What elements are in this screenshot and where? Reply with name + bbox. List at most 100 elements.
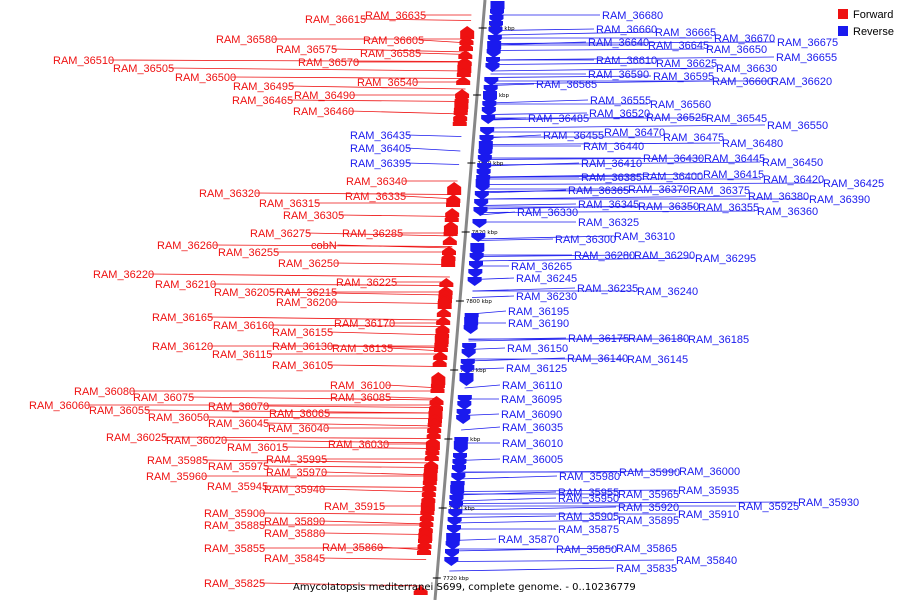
forward-gene-label[interactable]: RAM_35860 <box>322 542 383 554</box>
reverse-gene-label[interactable]: RAM_35990 <box>619 467 680 479</box>
reverse-gene-label[interactable]: RAM_36440 <box>583 141 644 153</box>
reverse-gene-arrow[interactable] <box>445 541 460 550</box>
reverse-gene-label[interactable]: RAM_36560 <box>650 99 711 111</box>
reverse-gene-label[interactable]: RAM_36000 <box>679 466 740 478</box>
forward-gene-arrow[interactable] <box>460 26 475 39</box>
reverse-gene-label[interactable]: RAM_36450 <box>762 157 823 169</box>
forward-gene-arrow[interactable] <box>423 468 438 481</box>
forward-gene-label[interactable]: RAM_36505 <box>113 63 174 75</box>
forward-gene-arrow[interactable] <box>459 36 474 45</box>
reverse-gene-label[interactable]: RAM_35865 <box>616 543 677 555</box>
forward-gene-arrow[interactable] <box>458 50 473 59</box>
reverse-gene-arrow[interactable] <box>482 101 497 110</box>
forward-gene-label[interactable]: RAM_36585 <box>360 48 421 60</box>
reverse-gene-label[interactable]: RAM_36590 <box>588 69 649 81</box>
forward-gene-arrow[interactable] <box>419 518 434 527</box>
forward-gene-label[interactable]: RAM_36500 <box>175 72 236 84</box>
forward-gene-arrow[interactable] <box>453 106 468 115</box>
reverse-gene-label[interactable]: RAM_36660 <box>596 24 657 36</box>
reverse-gene-arrow[interactable] <box>452 459 467 468</box>
forward-gene-label[interactable]: RAM_35945 <box>207 481 268 493</box>
reverse-gene-label[interactable]: RAM_36520 <box>589 108 650 120</box>
reverse-gene-arrow[interactable] <box>444 557 459 566</box>
reverse-gene-label[interactable]: RAM_36395 <box>350 158 411 170</box>
reverse-gene-arrow[interactable] <box>485 63 500 72</box>
reverse-gene-label[interactable]: RAM_35980 <box>559 471 620 483</box>
forward-gene-label[interactable]: RAM_36580 <box>216 34 277 46</box>
reverse-gene-arrow[interactable] <box>489 15 504 24</box>
reverse-gene-label[interactable]: RAM_36355 <box>698 202 759 214</box>
reverse-gene-arrow[interactable] <box>471 233 486 242</box>
forward-gene-arrow[interactable] <box>418 534 432 543</box>
reverse-gene-label[interactable]: RAM_36645 <box>648 40 709 52</box>
reverse-gene-label[interactable]: RAM_36005 <box>502 454 563 466</box>
forward-gene-label[interactable]: RAM_36030 <box>328 439 389 451</box>
reverse-gene-label[interactable]: RAM_36665 <box>655 27 716 39</box>
forward-gene-arrow[interactable] <box>434 338 449 347</box>
forward-gene-label[interactable]: RAM_36615 <box>305 14 366 26</box>
forward-gene-arrow[interactable] <box>419 512 434 521</box>
reverse-gene-label[interactable]: RAM_36280 <box>574 250 635 262</box>
forward-gene-label[interactable]: RAM_36055 <box>89 405 150 417</box>
reverse-gene-label[interactable]: RAM_35870 <box>498 534 559 546</box>
reverse-gene-label[interactable]: RAM_36180 <box>628 333 689 345</box>
forward-gene-arrow[interactable] <box>456 68 471 77</box>
forward-gene-label[interactable]: RAM_36120 <box>152 341 213 353</box>
reverse-gene-arrow[interactable] <box>476 169 491 178</box>
reverse-gene-label[interactable]: RAM_36325 <box>578 217 639 229</box>
forward-gene-label[interactable]: RAM_36490 <box>294 90 355 102</box>
forward-gene-arrow[interactable] <box>417 546 431 555</box>
reverse-gene-label[interactable]: RAM_36550 <box>767 120 828 132</box>
reverse-gene-arrow[interactable] <box>460 365 475 374</box>
forward-gene-label[interactable]: RAM_35985 <box>147 455 208 467</box>
forward-gene-label[interactable]: RAM_36135 <box>332 343 393 355</box>
forward-gene-label[interactable]: RAM_35855 <box>204 543 265 555</box>
reverse-gene-label[interactable]: RAM_36670 <box>714 33 775 45</box>
reverse-gene-arrow[interactable] <box>477 163 492 172</box>
forward-gene-label[interactable]: RAM_36305 <box>283 210 344 222</box>
reverse-gene-arrow[interactable] <box>472 219 487 228</box>
forward-gene-label[interactable]: RAM_36065 <box>269 408 330 420</box>
reverse-gene-label[interactable]: RAM_36555 <box>590 95 651 107</box>
reverse-gene-label[interactable]: RAM_36235 <box>577 283 638 295</box>
forward-gene-arrow[interactable] <box>420 506 435 515</box>
forward-gene-arrow[interactable] <box>420 498 435 511</box>
reverse-gene-label[interactable]: RAM_36675 <box>777 37 838 49</box>
forward-gene-arrow[interactable] <box>455 89 470 98</box>
reverse-gene-label[interactable]: RAM_36470 <box>604 127 665 139</box>
reverse-gene-arrow[interactable] <box>477 155 492 164</box>
forward-gene-label[interactable]: RAM_36460 <box>293 106 354 118</box>
forward-gene-label[interactable]: RAM_36015 <box>227 442 288 454</box>
forward-gene-label[interactable]: RAM_36465 <box>232 95 293 107</box>
forward-gene-label[interactable]: RAM_36510 <box>53 55 114 67</box>
reverse-gene-label[interactable]: RAM_36595 <box>653 71 714 83</box>
forward-gene-label[interactable]: RAM_35940 <box>264 484 325 496</box>
reverse-gene-label[interactable]: RAM_35910 <box>678 509 739 521</box>
reverse-gene-label[interactable]: RAM_35965 <box>618 489 679 501</box>
forward-gene-label[interactable]: RAM_36255 <box>218 247 279 259</box>
reverse-gene-label[interactable]: RAM_36430 <box>643 153 704 165</box>
reverse-gene-label[interactable]: RAM_36385 <box>581 172 642 184</box>
forward-gene-label[interactable]: RAM_36070 <box>208 401 269 413</box>
reverse-gene-arrow[interactable] <box>487 35 502 44</box>
reverse-gene-label[interactable]: RAM_36455 <box>543 130 604 142</box>
reverse-gene-arrow[interactable] <box>474 191 489 200</box>
reverse-gene-label[interactable]: RAM_36525 <box>646 112 707 124</box>
forward-gene-arrow[interactable] <box>443 227 458 236</box>
reverse-gene-label[interactable]: RAM_36195 <box>508 306 569 318</box>
forward-gene-arrow[interactable] <box>457 60 472 73</box>
reverse-gene-arrow[interactable] <box>449 501 463 510</box>
forward-gene-arrow[interactable] <box>442 236 457 245</box>
forward-gene-arrow[interactable] <box>427 418 442 427</box>
reverse-gene-label[interactable]: RAM_35935 <box>678 485 739 497</box>
reverse-gene-arrow[interactable] <box>460 359 475 368</box>
forward-gene-arrow[interactable] <box>435 324 450 333</box>
forward-gene-label[interactable]: RAM_36340 <box>346 176 407 188</box>
reverse-gene-arrow[interactable] <box>447 517 462 526</box>
reverse-gene-label[interactable]: RAM_36240 <box>637 286 698 298</box>
reverse-gene-label[interactable]: RAM_36680 <box>602 10 663 22</box>
forward-gene-label[interactable]: RAM_36260 <box>157 240 218 252</box>
reverse-gene-label[interactable]: RAM_36435 <box>350 130 411 142</box>
forward-gene-arrow[interactable] <box>433 343 448 352</box>
forward-gene-label[interactable]: RAM_35890 <box>264 516 325 528</box>
